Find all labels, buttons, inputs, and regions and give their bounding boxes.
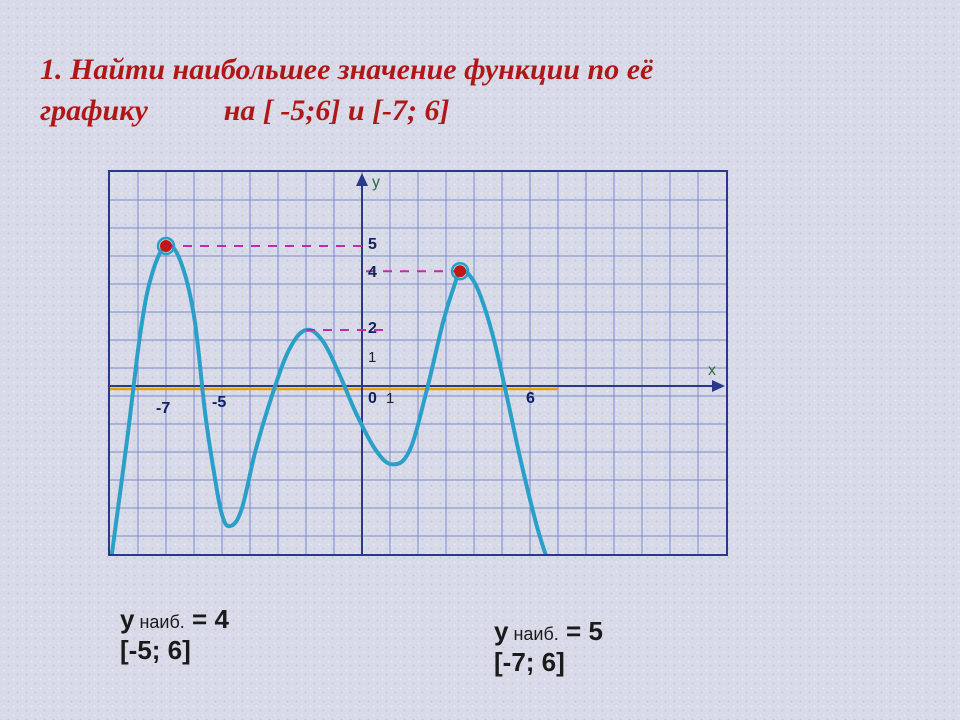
axis-tick-5: 5 [368,236,377,254]
axis-tick-m5: -5 [212,394,226,412]
axis-tick-1x: 1 [386,390,394,407]
answer-left-sub: наиб. [134,612,184,632]
axis-label-y: y [372,174,380,192]
answer-left-eq: = [185,604,215,634]
answer-left-var: y [120,604,134,634]
problem-title: 1. Найти наибольшее значение функции по … [40,50,820,131]
title-line-2a: графику [40,94,148,127]
answer-left-interval: [-5; 6] [120,635,229,666]
graph-box: yx011245-5-76 [108,170,728,556]
answer-right-eq: = [559,616,589,646]
title-line-1: 1. Найти наибольшее значение функции по … [40,53,653,86]
answer-right-interval: [-7; 6] [494,647,603,678]
axis-tick-2: 2 [368,320,377,338]
axis-label-zero: 0 [368,390,377,408]
axis-tick-m7: -7 [156,400,170,418]
answer-right-var: y [494,616,508,646]
answer-right-sub: наиб. [508,624,558,644]
answer-left: y наиб. = 4 [-5; 6] [120,604,229,666]
axis-tick-4: 4 [368,264,377,282]
axis-tick-6: 6 [526,390,535,408]
title-line-2b: на [ -5;6] и [-7; 6] [224,94,450,127]
answer-right: y наиб. = 5 [-7; 6] [494,616,603,678]
graph-svg [110,172,726,554]
axis-tick-1y: 1 [368,349,376,366]
axis-label-x: x [708,362,716,380]
graph-inner: yx011245-5-76 [110,172,726,554]
answer-left-val: 4 [214,604,228,634]
answer-right-val: 5 [588,616,602,646]
